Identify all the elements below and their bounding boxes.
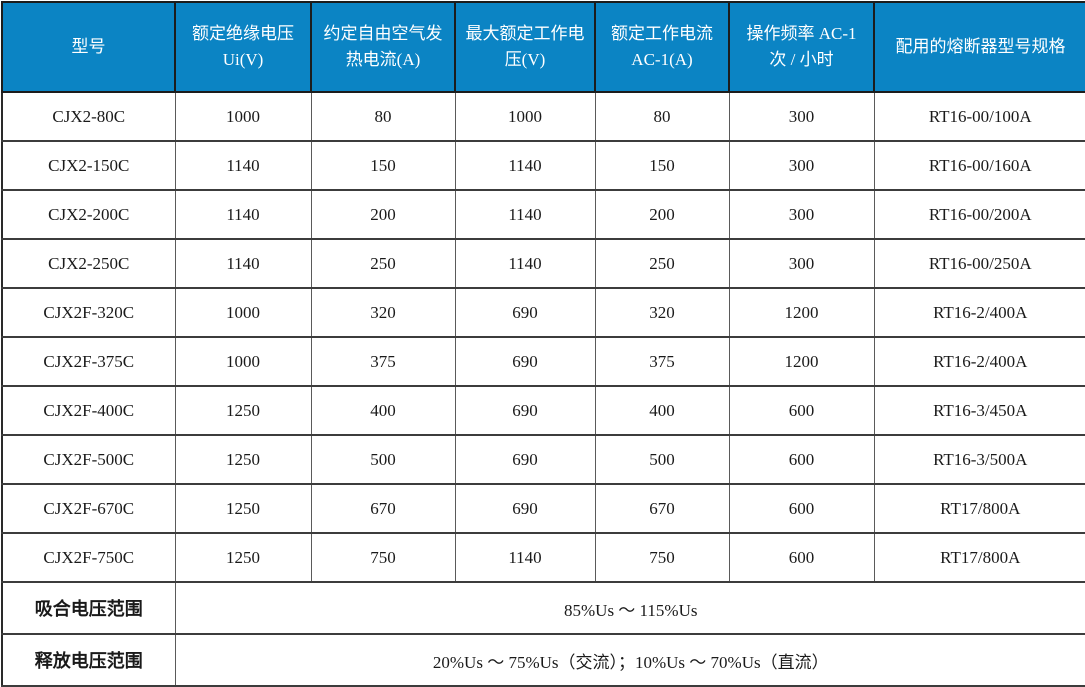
model-cell: CJX2F-400C (1, 385, 176, 436)
value-cell: 320 (310, 287, 456, 338)
value-cell: RT17/800A (873, 532, 1085, 583)
value-cell: 400 (310, 385, 456, 436)
value-cell: 1200 (728, 287, 875, 338)
value-cell: RT16-00/250A (873, 238, 1085, 289)
value-cell: 375 (310, 336, 456, 387)
release-voltage-label: 释放电压范围 (1, 633, 176, 687)
table-row: CJX2F-320C 1000 320 690 320 1200 RT16-2/400A (1, 287, 1085, 338)
column-header-0: 型号 (1, 1, 176, 93)
value-cell: 1140 (454, 238, 596, 289)
model-cell: CJX2F-500C (1, 434, 176, 485)
value-cell: RT17/800A (873, 483, 1085, 534)
model-cell: CJX2F-670C (1, 483, 176, 534)
model-cell: CJX2-200C (1, 189, 176, 240)
model-cell: CJX2-250C (1, 238, 176, 289)
value-cell: 690 (454, 483, 596, 534)
table-row: CJX2F-375C 1000 375 690 375 1200 RT16-2/400A (1, 336, 1085, 387)
value-cell: RT16-00/160A (873, 140, 1085, 191)
value-cell: 670 (594, 483, 730, 534)
value-cell: 80 (310, 91, 456, 142)
value-cell: 1140 (454, 140, 596, 191)
value-cell: 690 (454, 385, 596, 436)
value-cell: 200 (310, 189, 456, 240)
column-header-6: 配用的熔断器型号规格 (873, 1, 1085, 93)
value-cell: 690 (454, 287, 596, 338)
table-row: CJX2-80C 1000 80 1000 80 300 RT16-00/100A (1, 91, 1085, 142)
table-row: CJX2F-750C 1250 750 1140 750 600 RT17/800A (1, 532, 1085, 583)
value-cell: 600 (728, 532, 875, 583)
value-cell: 500 (594, 434, 730, 485)
table-row: CJX2-250C 1140 250 1140 250 300 RT16-00/250A (1, 238, 1085, 289)
value-cell: RT16-00/200A (873, 189, 1085, 240)
value-cell: RT16-2/400A (873, 336, 1085, 387)
release-voltage-value: 20%Us ～ 75%Us（交流）；10%Us ～ 70%Us（直流） (174, 633, 1085, 687)
model-cell: CJX2F-320C (1, 287, 176, 338)
value-cell: 1200 (728, 336, 875, 387)
value-cell: 150 (594, 140, 730, 191)
table-row: CJX2-150C 1140 150 1140 150 300 RT16-00/160A (1, 140, 1085, 191)
release-voltage-row: 释放电压范围 20%Us ～ 75%Us（交流）；10%Us ～ 70%Us（直… (1, 633, 1085, 687)
pickup-voltage-value: 85%Us ～ 115%Us (174, 581, 1085, 635)
model-cell: CJX2F-375C (1, 336, 176, 387)
value-cell: 1140 (454, 532, 596, 583)
value-cell: 1000 (174, 287, 312, 338)
value-cell: 600 (728, 434, 875, 485)
table-header-row: 型号 额定绝缘电压 Ui(V) 约定自由空气发热电流(A) 最大额定工作电压(V) 额定… (1, 1, 1085, 93)
value-cell: 1140 (174, 238, 312, 289)
value-cell: 1140 (174, 189, 312, 240)
pickup-voltage-label: 吸合电压范围 (1, 581, 176, 635)
value-cell: 1140 (174, 140, 312, 191)
value-cell: 690 (454, 434, 596, 485)
pickup-voltage-row: 吸合电压范围 85%Us ～ 115%Us (1, 581, 1085, 635)
value-cell: 670 (310, 483, 456, 534)
value-cell: 1000 (174, 91, 312, 142)
value-cell: 400 (594, 385, 730, 436)
column-header-5: 操作频率 AC-1 次 / 小时 (728, 1, 875, 93)
value-cell: 200 (594, 189, 730, 240)
value-cell: 1250 (174, 532, 312, 583)
value-cell: 750 (310, 532, 456, 583)
table-row: CJX2F-670C 1250 670 690 670 600 RT17/800A (1, 483, 1085, 534)
value-cell: 300 (728, 189, 875, 240)
table-row: CJX2F-400C 1250 400 690 400 600 RT16-3/450A (1, 385, 1085, 436)
value-cell: 600 (728, 483, 875, 534)
column-header-2: 约定自由空气发热电流(A) (310, 1, 456, 93)
table-row: CJX2F-500C 1250 500 690 500 600 RT16-3/500A (1, 434, 1085, 485)
value-cell: 500 (310, 434, 456, 485)
value-cell: 300 (728, 238, 875, 289)
model-cell: CJX2F-750C (1, 532, 176, 583)
value-cell: 1250 (174, 483, 312, 534)
value-cell: 250 (310, 238, 456, 289)
column-header-4: 额定工作电流 AC-1(A) (594, 1, 730, 93)
model-cell: CJX2-80C (1, 91, 176, 142)
value-cell: 750 (594, 532, 730, 583)
value-cell: RT16-00/100A (873, 91, 1085, 142)
value-cell: 1250 (174, 434, 312, 485)
value-cell: 1000 (174, 336, 312, 387)
value-cell: 320 (594, 287, 730, 338)
value-cell: 300 (728, 91, 875, 142)
value-cell: 150 (310, 140, 456, 191)
value-cell: 250 (594, 238, 730, 289)
value-cell: 1000 (454, 91, 596, 142)
value-cell: 300 (728, 140, 875, 191)
value-cell: 1250 (174, 385, 312, 436)
value-cell: 690 (454, 336, 596, 387)
value-cell: RT16-3/500A (873, 434, 1085, 485)
model-cell: CJX2-150C (1, 140, 176, 191)
column-header-3: 最大额定工作电压(V) (454, 1, 596, 93)
value-cell: 375 (594, 336, 730, 387)
value-cell: RT16-2/400A (873, 287, 1085, 338)
value-cell: 600 (728, 385, 875, 436)
value-cell: 1140 (454, 189, 596, 240)
value-cell: RT16-3/450A (873, 385, 1085, 436)
value-cell: 80 (594, 91, 730, 142)
table-row: CJX2-200C 1140 200 1140 200 300 RT16-00/200A (1, 189, 1085, 240)
column-header-1: 额定绝缘电压 Ui(V) (174, 1, 312, 93)
